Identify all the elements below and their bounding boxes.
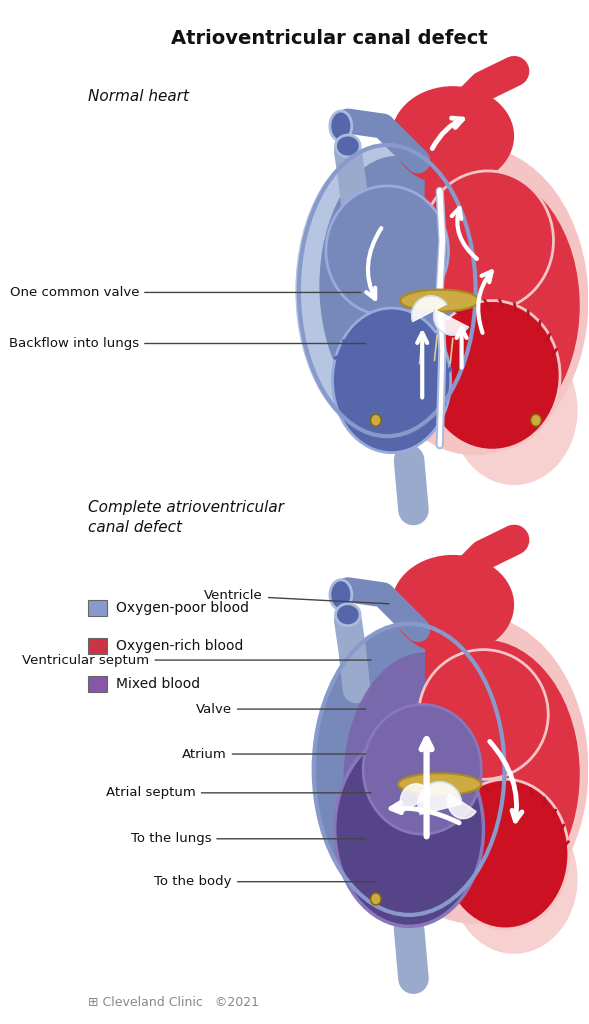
Text: Valve: Valve: [196, 702, 366, 716]
Text: ⊞ Cleveland Clinic   ©2021: ⊞ Cleveland Clinic ©2021: [88, 995, 259, 1009]
Text: Oxygen-poor blood: Oxygen-poor blood: [116, 601, 249, 614]
Text: Normal heart: Normal heart: [88, 89, 189, 104]
Ellipse shape: [295, 146, 471, 435]
Text: One common valve: One common valve: [9, 286, 360, 299]
Circle shape: [370, 415, 381, 426]
Polygon shape: [448, 794, 476, 818]
Text: Atrium: Atrium: [182, 748, 366, 761]
Ellipse shape: [361, 146, 588, 455]
Ellipse shape: [335, 732, 484, 927]
FancyBboxPatch shape: [88, 676, 107, 691]
Ellipse shape: [315, 625, 503, 913]
Text: Atrioventricular canal defect: Atrioventricular canal defect: [171, 30, 488, 48]
Polygon shape: [401, 783, 431, 811]
Ellipse shape: [392, 555, 514, 654]
Ellipse shape: [451, 804, 578, 953]
Ellipse shape: [398, 773, 481, 796]
Ellipse shape: [336, 604, 360, 626]
Polygon shape: [434, 309, 468, 335]
FancyBboxPatch shape: [88, 638, 107, 653]
Ellipse shape: [387, 640, 580, 909]
Ellipse shape: [330, 111, 352, 141]
Ellipse shape: [319, 156, 472, 416]
Polygon shape: [418, 782, 462, 814]
Ellipse shape: [419, 649, 548, 779]
Text: To the lungs: To the lungs: [131, 833, 366, 845]
Ellipse shape: [401, 290, 479, 311]
Text: Ventricular septum: Ventricular septum: [22, 653, 371, 667]
Text: To the body: To the body: [154, 876, 376, 888]
Circle shape: [531, 415, 541, 426]
Text: Complete atrioventricular
canal defect: Complete atrioventricular canal defect: [88, 500, 284, 535]
Text: Atrial septum: Atrial septum: [106, 786, 371, 800]
Ellipse shape: [425, 301, 560, 451]
Ellipse shape: [442, 779, 569, 929]
Text: Mixed blood: Mixed blood: [116, 677, 200, 690]
Ellipse shape: [330, 580, 352, 609]
Ellipse shape: [451, 336, 578, 485]
Ellipse shape: [326, 186, 448, 315]
Text: Backflow into lungs: Backflow into lungs: [9, 337, 366, 350]
Ellipse shape: [343, 652, 509, 906]
Ellipse shape: [336, 135, 360, 157]
Text: Ventricle: Ventricle: [204, 589, 389, 604]
Ellipse shape: [392, 86, 514, 186]
Ellipse shape: [387, 171, 580, 440]
Circle shape: [370, 893, 381, 905]
Ellipse shape: [422, 171, 554, 310]
Text: Oxygen-rich blood: Oxygen-rich blood: [116, 639, 243, 652]
Ellipse shape: [363, 705, 481, 835]
FancyBboxPatch shape: [88, 600, 107, 615]
Ellipse shape: [333, 308, 451, 453]
Ellipse shape: [361, 614, 588, 924]
Polygon shape: [412, 296, 446, 322]
